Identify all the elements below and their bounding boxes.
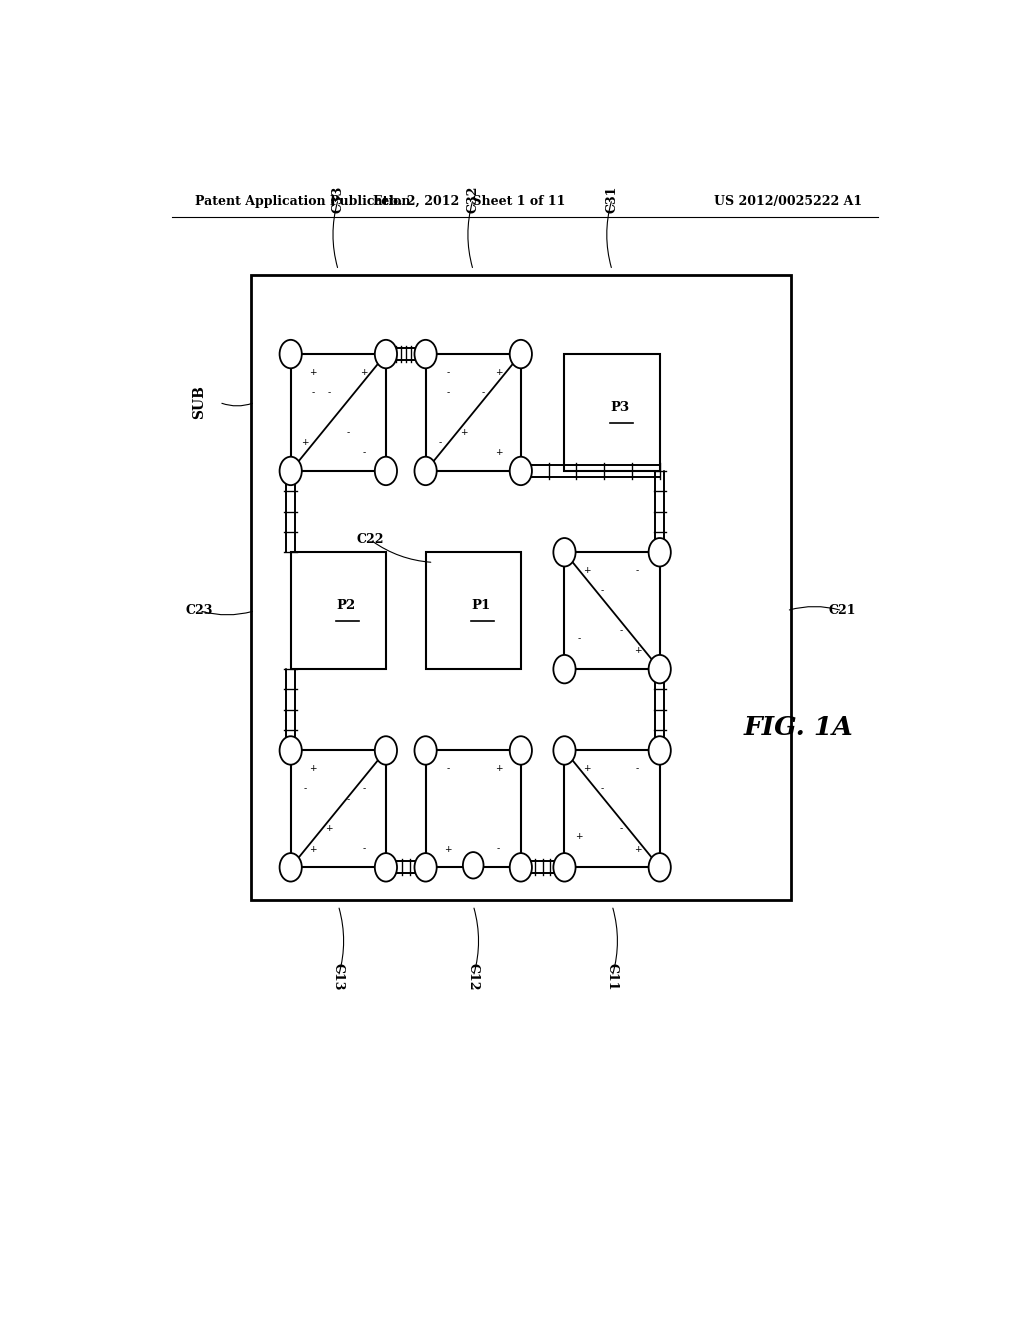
Text: -: - — [636, 764, 639, 774]
Text: C21: C21 — [828, 605, 856, 618]
Text: -: - — [303, 784, 306, 793]
Bar — [426, 751, 521, 867]
Text: +: + — [575, 833, 583, 841]
Circle shape — [375, 737, 397, 764]
Circle shape — [280, 339, 302, 368]
Text: +: + — [634, 647, 641, 655]
Text: +: + — [309, 764, 316, 774]
Circle shape — [648, 737, 671, 764]
Circle shape — [375, 457, 397, 486]
Circle shape — [648, 853, 671, 882]
Text: -: - — [327, 388, 331, 397]
Text: -: - — [362, 449, 366, 457]
Text: SUB: SUB — [193, 385, 207, 420]
Text: +: + — [325, 824, 333, 833]
Text: -: - — [446, 764, 450, 774]
Circle shape — [510, 737, 531, 764]
Text: +: + — [360, 368, 368, 376]
Text: -: - — [601, 586, 604, 595]
Bar — [564, 751, 659, 867]
Circle shape — [375, 339, 397, 368]
Bar — [564, 354, 659, 471]
Circle shape — [415, 737, 436, 764]
Text: -: - — [446, 368, 450, 376]
Text: -: - — [346, 428, 349, 437]
Text: -: - — [362, 784, 366, 793]
Text: +: + — [444, 845, 452, 854]
Text: -: - — [497, 845, 501, 854]
Circle shape — [375, 853, 397, 882]
Text: -: - — [481, 388, 484, 397]
Text: P3: P3 — [610, 401, 630, 414]
Circle shape — [280, 737, 302, 764]
Circle shape — [553, 539, 575, 566]
Text: +: + — [301, 438, 308, 447]
Text: +: + — [495, 368, 503, 376]
Circle shape — [553, 655, 575, 684]
Text: +: + — [309, 845, 316, 854]
Text: +: + — [583, 566, 591, 576]
Bar — [564, 552, 659, 669]
Text: Patent Application Publication: Patent Application Publication — [196, 194, 411, 207]
Circle shape — [415, 457, 436, 486]
Text: P2: P2 — [337, 599, 356, 612]
Circle shape — [280, 853, 302, 882]
Text: +: + — [634, 845, 641, 854]
Text: -: - — [311, 388, 314, 397]
Bar — [291, 354, 386, 471]
Text: US 2012/0025222 A1: US 2012/0025222 A1 — [714, 194, 862, 207]
Circle shape — [510, 457, 531, 486]
Text: -: - — [636, 566, 639, 576]
Circle shape — [648, 655, 671, 684]
Bar — [291, 552, 386, 669]
Circle shape — [510, 339, 531, 368]
Text: C12: C12 — [467, 962, 479, 990]
Circle shape — [415, 853, 436, 882]
Text: C23: C23 — [185, 605, 213, 618]
Text: C11: C11 — [605, 962, 618, 990]
Text: -: - — [438, 438, 441, 447]
Circle shape — [510, 853, 531, 882]
Circle shape — [280, 457, 302, 486]
Text: +: + — [460, 428, 467, 437]
Circle shape — [415, 339, 436, 368]
Text: C31: C31 — [605, 185, 618, 213]
Text: +: + — [583, 764, 591, 774]
Circle shape — [553, 853, 575, 882]
Text: -: - — [346, 795, 349, 804]
Text: C33: C33 — [332, 185, 345, 213]
Text: C22: C22 — [356, 533, 384, 546]
Circle shape — [648, 539, 671, 566]
Text: +: + — [495, 449, 503, 457]
Text: P1: P1 — [471, 599, 490, 612]
Text: -: - — [601, 784, 604, 793]
Text: +: + — [495, 764, 503, 774]
Bar — [426, 552, 521, 669]
Bar — [291, 751, 386, 867]
Text: C32: C32 — [467, 185, 479, 213]
Text: Feb. 2, 2012   Sheet 1 of 11: Feb. 2, 2012 Sheet 1 of 11 — [373, 194, 565, 207]
Text: +: + — [309, 368, 316, 376]
Text: -: - — [578, 634, 581, 643]
Text: -: - — [362, 845, 366, 854]
Text: -: - — [446, 388, 450, 397]
Text: -: - — [620, 626, 624, 635]
Text: -: - — [620, 824, 624, 833]
Text: C13: C13 — [332, 962, 345, 990]
Text: FIG. 1A: FIG. 1A — [743, 715, 853, 741]
Circle shape — [463, 853, 483, 879]
Bar — [251, 276, 791, 900]
Bar — [426, 354, 521, 471]
Circle shape — [553, 737, 575, 764]
